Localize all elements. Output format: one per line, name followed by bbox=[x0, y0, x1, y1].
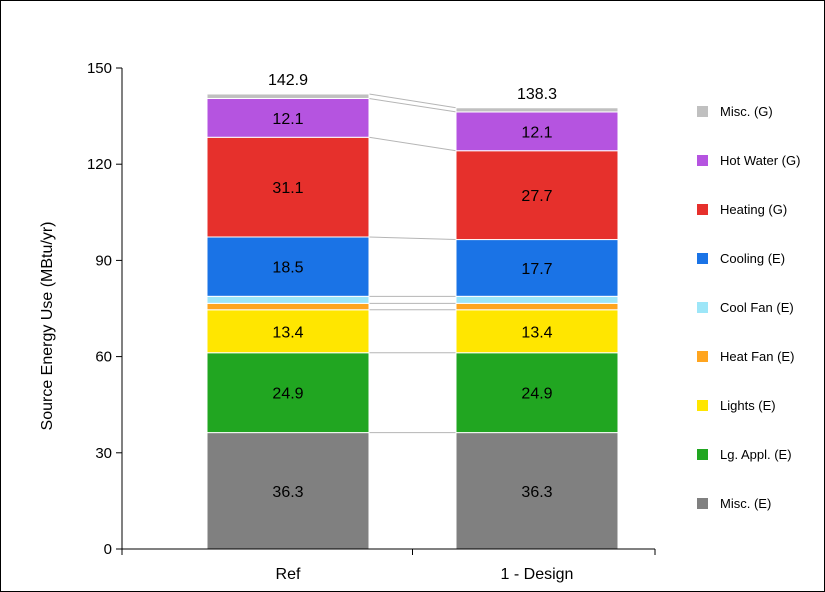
legend-label: Lights (E) bbox=[720, 398, 776, 413]
total-label: 138.3 bbox=[517, 86, 557, 103]
bar-segment bbox=[206, 309, 370, 354]
legend-swatch bbox=[697, 204, 708, 215]
data-label: 27.7 bbox=[521, 188, 552, 205]
legend-label: Misc. (E) bbox=[720, 496, 771, 511]
bar-segment bbox=[455, 239, 619, 297]
bar-segment bbox=[455, 309, 619, 354]
data-label: 13.4 bbox=[521, 324, 552, 341]
legend-label: Hot Water (G) bbox=[720, 153, 800, 168]
data-label: 12.1 bbox=[521, 124, 552, 141]
bar-segment bbox=[206, 93, 370, 99]
legend-label: Misc. (G) bbox=[720, 104, 773, 119]
legend-label: Heat Fan (E) bbox=[720, 349, 794, 364]
legend-label: Heating (G) bbox=[720, 202, 787, 217]
data-label: 31.1 bbox=[272, 180, 303, 197]
x-tick-label: Ref bbox=[276, 566, 301, 583]
y-tick-label: 90 bbox=[95, 252, 112, 269]
legend-swatch bbox=[697, 351, 708, 362]
bar-segment bbox=[206, 352, 370, 434]
connector-line bbox=[368, 136, 457, 152]
legend-swatch bbox=[697, 155, 708, 166]
connector-line bbox=[368, 236, 457, 241]
y-tick-label: 120 bbox=[87, 156, 112, 173]
legend-swatch bbox=[697, 449, 708, 460]
x-tick-label: 1 - Design bbox=[501, 566, 574, 583]
bar-segment bbox=[455, 111, 619, 152]
y-tick-label: 60 bbox=[95, 349, 112, 366]
legend-swatch bbox=[697, 253, 708, 264]
y-axis-label: Source Energy Use (MBtu/yr) bbox=[39, 222, 56, 431]
data-label: 18.5 bbox=[272, 260, 303, 277]
bar-segment bbox=[455, 432, 619, 550]
bar-segment bbox=[455, 150, 619, 241]
data-label: 13.4 bbox=[272, 324, 303, 341]
y-tick-label: 30 bbox=[95, 445, 112, 462]
data-label: 36.3 bbox=[272, 484, 303, 501]
legend-label: Lg. Appl. (E) bbox=[720, 447, 792, 462]
legend-swatch bbox=[697, 400, 708, 411]
bar-segment bbox=[206, 97, 370, 138]
y-tick-label: 0 bbox=[104, 541, 112, 558]
legend-swatch bbox=[697, 106, 708, 117]
connector-line bbox=[368, 93, 457, 109]
axes: 0 30 60 90 120 150 Ref 1 - Design bbox=[87, 60, 656, 583]
bar-segment bbox=[455, 352, 619, 434]
legend: Misc. (G) Hot Water (G) Heating (G) Cooling… bbox=[697, 104, 800, 511]
bar-segment bbox=[455, 295, 619, 304]
data-label: 36.3 bbox=[521, 484, 552, 501]
bar-segment bbox=[206, 295, 370, 304]
data-label: 17.7 bbox=[521, 261, 552, 278]
bar-segment bbox=[455, 107, 619, 113]
legend-swatch bbox=[697, 302, 708, 313]
data-label: 12.1 bbox=[272, 111, 303, 128]
total-label: 142.9 bbox=[268, 72, 308, 89]
y-tick-label: 150 bbox=[87, 60, 112, 77]
data-label: 24.9 bbox=[521, 386, 552, 403]
legend-label: Cooling (E) bbox=[720, 251, 785, 266]
data-label: 24.9 bbox=[272, 386, 303, 403]
bar-segment bbox=[206, 302, 370, 311]
bar-segment bbox=[206, 136, 370, 238]
legend-swatch bbox=[697, 498, 708, 509]
bar-segment bbox=[455, 302, 619, 311]
connector-line bbox=[368, 97, 457, 113]
connector-lines bbox=[368, 93, 457, 434]
legend-label: Cool Fan (E) bbox=[720, 300, 794, 315]
